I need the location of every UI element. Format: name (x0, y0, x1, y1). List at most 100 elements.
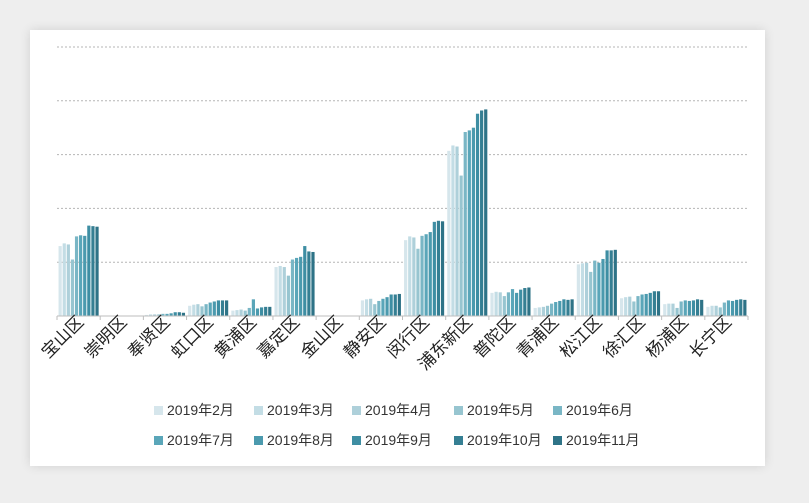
legend-swatch (553, 406, 562, 415)
bar (533, 307, 537, 316)
bar (268, 306, 272, 316)
legend-label: 2019年7月 (167, 432, 234, 448)
bar (212, 301, 216, 316)
bar (373, 304, 377, 316)
bar (471, 127, 476, 316)
bar (475, 113, 480, 316)
bar (527, 287, 531, 316)
category-label: 金山区 (297, 312, 346, 361)
bar (480, 110, 484, 316)
bar (381, 298, 385, 316)
bar (636, 296, 640, 316)
bar (274, 267, 278, 316)
bar (656, 291, 661, 316)
legend-swatch (254, 406, 263, 415)
bar (562, 299, 566, 316)
legend-swatch (154, 406, 163, 415)
legend-label: 2019年8月 (267, 432, 334, 448)
legend-swatch (254, 436, 263, 445)
bar (589, 271, 593, 316)
bar (663, 304, 667, 316)
bar (605, 250, 609, 316)
bar (541, 306, 546, 316)
category-label: 杨浦区 (643, 312, 692, 361)
bar (251, 299, 255, 316)
bar (644, 293, 648, 316)
bar (424, 234, 428, 316)
bar (519, 289, 523, 316)
bar (714, 305, 718, 316)
bar (377, 300, 381, 316)
bar (706, 306, 710, 316)
bar (735, 299, 739, 316)
legend-label: 2019年2月 (167, 402, 234, 418)
grid-lines (57, 46, 748, 263)
bar (722, 302, 726, 316)
bar (393, 294, 397, 316)
bar (200, 306, 204, 316)
bar (397, 293, 401, 316)
bars-layer (58, 109, 747, 317)
bar (601, 258, 605, 316)
bar (506, 292, 511, 316)
bar (87, 225, 91, 316)
bar (385, 297, 389, 316)
bar (687, 300, 691, 316)
bar (404, 240, 408, 316)
category-label: 普陀区 (470, 312, 519, 361)
bar (169, 313, 173, 316)
bar (66, 244, 70, 316)
bar (208, 302, 212, 316)
bar (389, 294, 393, 316)
bar (436, 220, 441, 316)
bar (144, 314, 149, 316)
bar (58, 246, 62, 316)
bar (311, 251, 315, 316)
category-label: 宝山区 (38, 312, 87, 361)
bar (290, 259, 295, 316)
bar (149, 314, 153, 316)
legend-label: 2019年10月 (467, 432, 542, 448)
bar (307, 251, 311, 316)
bar (593, 260, 597, 316)
legend: 2019年2月 2019年3月 2019年4月 2019年5月 2019年6月 2019年… (154, 402, 640, 448)
bar (537, 307, 541, 316)
bar (739, 299, 743, 316)
bar (667, 303, 671, 316)
bar (652, 291, 656, 316)
bar (463, 132, 467, 316)
bar (264, 306, 268, 316)
bar (282, 267, 286, 316)
bar (691, 300, 696, 316)
bar (648, 292, 652, 316)
category-label: 奉贤区 (124, 312, 173, 361)
bar (502, 296, 506, 316)
bar (420, 235, 424, 316)
legend-swatch (553, 436, 562, 445)
bar (455, 146, 459, 316)
bar (428, 232, 432, 316)
category-label: 黄浦区 (211, 312, 260, 361)
bar (570, 299, 574, 316)
bar (510, 289, 515, 316)
legend-label: 2019年5月 (467, 402, 534, 418)
bar (225, 300, 229, 316)
category-label: 嘉定区 (254, 312, 303, 361)
bar (216, 300, 221, 316)
bar (558, 300, 562, 316)
bar (369, 298, 373, 316)
bar (165, 313, 169, 316)
legend-swatch (454, 436, 463, 445)
bar (554, 302, 558, 316)
legend-label: 2019年3月 (267, 402, 334, 418)
category-label: 静安区 (340, 312, 389, 361)
bar (408, 236, 412, 316)
bar (447, 150, 451, 316)
bar (91, 226, 95, 316)
bar (550, 303, 554, 316)
legend-label: 2019年6月 (566, 402, 633, 418)
bar (683, 300, 687, 316)
bar (181, 312, 186, 316)
bar (286, 275, 290, 316)
category-label: 长宁区 (686, 312, 735, 361)
